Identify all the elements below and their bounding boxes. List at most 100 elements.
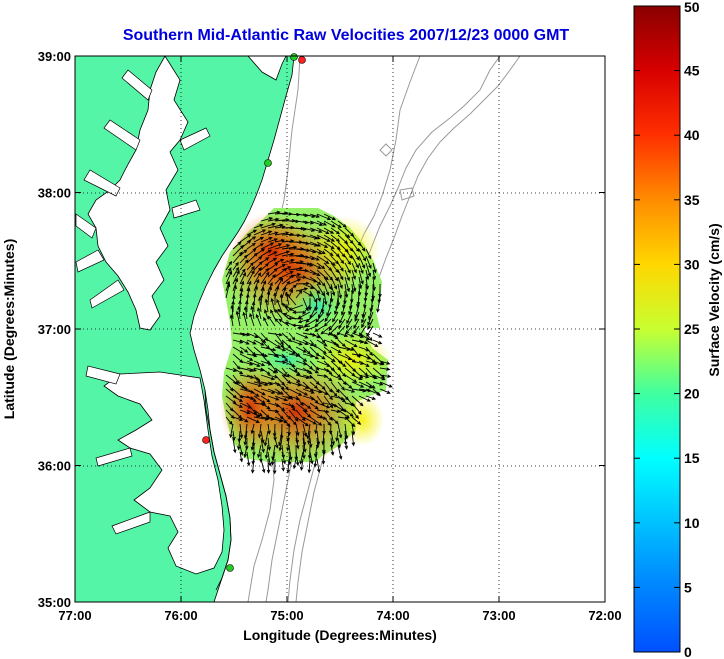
current-vector	[250, 423, 255, 435]
current-vector	[274, 339, 285, 348]
current-vector	[323, 353, 336, 363]
current-vector	[372, 269, 377, 281]
current-vector	[266, 290, 271, 306]
current-vector	[260, 217, 274, 222]
current-vector	[323, 248, 334, 257]
current-vector	[330, 416, 339, 425]
current-vector	[330, 276, 338, 290]
current-vector	[253, 278, 260, 292]
current-vector	[316, 332, 326, 344]
current-vector	[288, 409, 299, 422]
station-marker	[202, 436, 210, 444]
current-vector	[316, 269, 329, 281]
current-vector	[295, 402, 308, 413]
current-vector	[321, 451, 326, 465]
station-marker	[290, 53, 298, 61]
current-vector	[232, 416, 244, 422]
current-vector	[323, 318, 332, 327]
current-vector	[232, 241, 242, 250]
current-vector	[246, 451, 251, 467]
current-vector	[253, 243, 264, 250]
current-vector	[239, 381, 248, 391]
current-vector	[232, 251, 243, 264]
current-vector	[239, 416, 249, 423]
current-vector	[274, 437, 279, 449]
x-tick-label: 72:00	[588, 608, 621, 623]
current-vector	[344, 346, 355, 351]
current-vector	[358, 339, 369, 344]
colorbar-ticks: 0 5 10 15 20 25 30 35 40 45 50	[634, 0, 700, 659]
current-vector	[257, 423, 262, 439]
x-tick-label: 76:00	[164, 608, 197, 623]
current-vector	[232, 277, 239, 292]
current-vector	[339, 311, 346, 325]
current-vector	[344, 241, 354, 252]
colorbar-tick-label: 15	[684, 450, 700, 466]
current-vector	[246, 388, 260, 397]
current-vector	[337, 444, 343, 460]
current-vector	[260, 271, 270, 285]
current-vector	[253, 339, 265, 346]
current-vector	[308, 298, 312, 311]
current-vector	[351, 269, 356, 280]
current-vector	[379, 388, 391, 394]
current-vector	[246, 395, 257, 402]
current-vector	[367, 311, 374, 326]
current-vector	[253, 360, 266, 367]
current-vector	[309, 234, 321, 240]
current-vector	[295, 423, 300, 437]
y-tick-label: 36:00	[38, 459, 71, 474]
current-vector	[351, 276, 357, 293]
current-vector	[260, 267, 270, 278]
current-vector	[232, 360, 241, 370]
current-vector	[351, 262, 357, 274]
current-vector	[249, 312, 255, 327]
current-vector	[253, 255, 263, 264]
current-vector	[267, 231, 279, 236]
current-vector	[351, 409, 359, 420]
x-tick-label: 73:00	[482, 608, 515, 623]
current-vector	[351, 255, 359, 269]
current-vector	[330, 248, 340, 258]
current-vector	[365, 332, 373, 342]
current-vector	[372, 381, 384, 386]
current-vector	[340, 304, 346, 316]
current-vector	[274, 231, 290, 236]
current-vector	[323, 220, 336, 228]
current-vector	[334, 304, 339, 315]
current-vector	[365, 248, 372, 260]
current-vector	[315, 311, 325, 323]
current-vector	[365, 346, 374, 357]
current-vector	[292, 458, 297, 470]
current-vector	[309, 353, 320, 360]
radar-stations	[202, 53, 306, 572]
current-vector	[246, 287, 251, 299]
current-vector	[235, 310, 241, 327]
current-vector	[361, 304, 367, 319]
current-vector	[253, 381, 269, 387]
current-vector	[379, 374, 392, 378]
colorbar-tick-label: 5	[684, 579, 692, 595]
current-vector	[309, 262, 322, 269]
current-vector	[344, 227, 355, 237]
current-vector	[353, 318, 360, 329]
current-vector	[291, 323, 304, 328]
current-vector	[274, 388, 284, 395]
current-vector	[270, 297, 276, 313]
current-vector	[243, 444, 248, 459]
current-vector	[330, 283, 336, 297]
current-vector	[379, 381, 393, 388]
current-vector	[313, 451, 318, 468]
station-marker	[298, 56, 306, 64]
current-vector	[316, 339, 328, 347]
current-vector	[260, 402, 271, 410]
current-vector	[330, 346, 342, 354]
current-vector	[288, 332, 296, 341]
current-vector	[288, 444, 293, 461]
current-vector	[303, 318, 318, 327]
current-vector	[323, 227, 335, 234]
current-vector	[302, 416, 317, 425]
current-vector	[250, 437, 255, 451]
current-vector	[338, 318, 346, 329]
current-vector	[246, 353, 258, 358]
